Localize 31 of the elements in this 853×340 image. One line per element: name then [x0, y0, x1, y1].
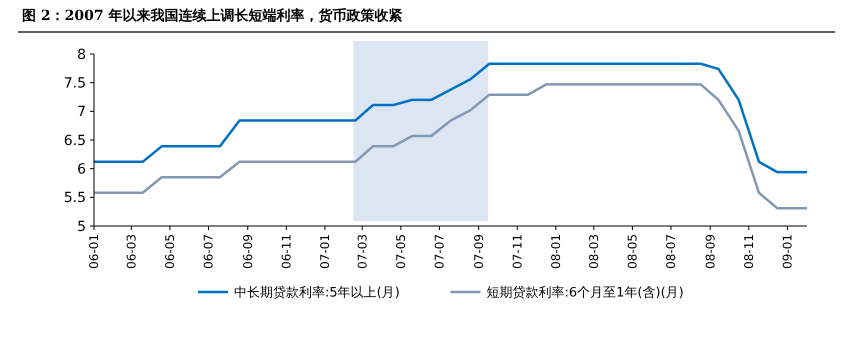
x-tick-label: 07-05	[394, 234, 408, 269]
legend-label: 短期贷款利率:6个月至1年(含)(月)	[486, 284, 684, 301]
legend-label: 中长期贷款利率:5年以上(月)	[234, 284, 400, 301]
line-series	[92, 62, 808, 174]
line-series	[92, 83, 808, 210]
y-tick-label: 7.5	[64, 76, 86, 92]
x-tick-label: 06-03	[124, 234, 139, 269]
x-tick-label: 08-01	[549, 234, 564, 269]
x-tick-label: 06-09	[240, 234, 255, 269]
y-tick-label: 5	[77, 218, 86, 235]
y-tick-label: 8	[77, 46, 86, 63]
x-tick-label: 08-11	[742, 234, 756, 269]
x-tick-label: 07-09	[472, 234, 486, 269]
x-tick-label: 08-05	[626, 234, 640, 269]
x-tick-label: 08-09	[703, 234, 718, 269]
x-tick-label: 07-01	[318, 234, 332, 269]
x-tick-label: 07-11	[510, 234, 524, 269]
x-tick-label: 06-07	[202, 234, 216, 269]
x-tick-label: 08-03	[586, 234, 601, 269]
x-tick-label: 09-01	[780, 234, 795, 269]
x-tick-label: 08-07	[664, 234, 678, 269]
x-tick-label: 06-05	[163, 234, 178, 269]
y-tick-label: 6.5	[64, 132, 86, 149]
x-tick-label: 07-07	[432, 234, 447, 269]
x-tick-label: 06-01	[87, 234, 102, 269]
y-tick-label: 6	[77, 162, 86, 178]
chart-title: 图 2：2007 年以来我国连续上调长短端利率，货币政策收紧	[22, 7, 402, 24]
x-tick-label: 06-11	[280, 234, 294, 269]
y-tick-label: 5.5	[64, 190, 86, 206]
y-tick-label: 7	[77, 104, 86, 120]
x-tick-label: 07-03	[355, 234, 370, 269]
